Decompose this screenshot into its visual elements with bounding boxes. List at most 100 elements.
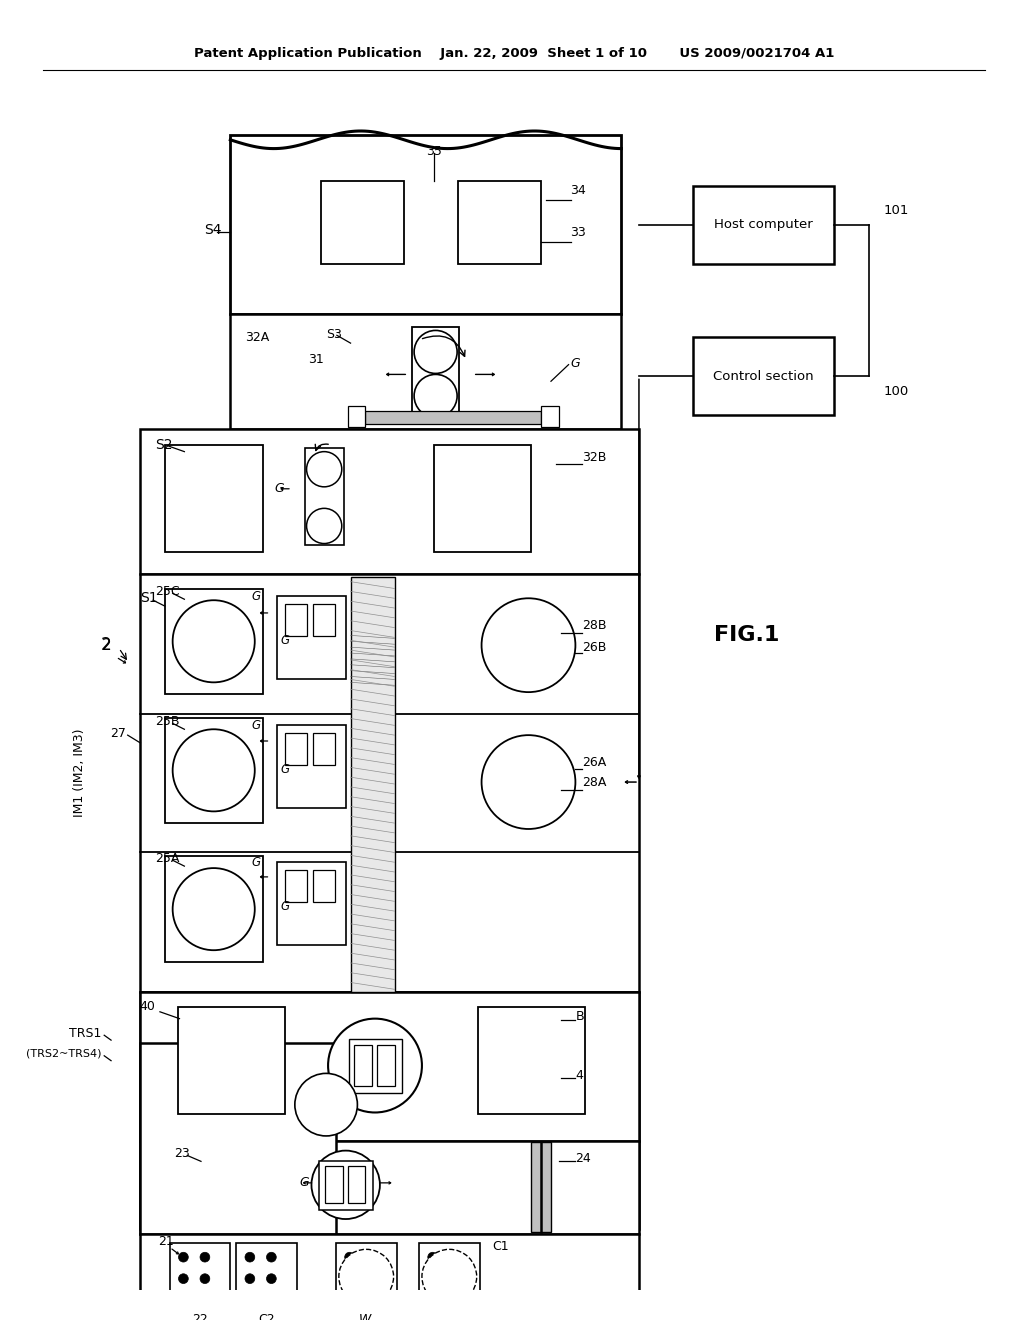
Bar — [278, 597, 346, 680]
Bar — [350, 577, 394, 993]
Text: 100: 100 — [884, 384, 908, 397]
Bar — [322, 181, 404, 264]
Text: 21: 21 — [158, 1236, 174, 1247]
Text: G: G — [300, 1176, 309, 1189]
Circle shape — [428, 1274, 437, 1283]
Text: 101: 101 — [884, 203, 908, 216]
Text: S3: S3 — [326, 327, 342, 341]
Bar — [285, 870, 306, 903]
Circle shape — [245, 1253, 255, 1262]
Circle shape — [481, 598, 575, 692]
Bar — [433, 445, 531, 552]
Text: 26A: 26A — [583, 756, 606, 770]
Circle shape — [339, 1249, 393, 1304]
Text: 28B: 28B — [583, 619, 607, 632]
Text: C2: C2 — [258, 1313, 274, 1320]
Text: 40: 40 — [139, 1001, 155, 1014]
Bar — [347, 1167, 366, 1204]
Text: 31: 31 — [308, 354, 325, 366]
Text: Patent Application Publication    Jan. 22, 2009  Sheet 1 of 10       US 2009/002: Patent Application Publication Jan. 22, … — [194, 48, 834, 61]
Text: 34: 34 — [570, 183, 587, 197]
Text: 28A: 28A — [583, 776, 606, 788]
Bar — [347, 405, 366, 428]
Text: (TRS2~TRS4): (TRS2~TRS4) — [26, 1049, 101, 1059]
Circle shape — [266, 1274, 276, 1283]
Text: 2: 2 — [101, 638, 111, 652]
Bar — [354, 1045, 372, 1086]
Text: 2: 2 — [100, 636, 111, 655]
Text: S2: S2 — [155, 438, 173, 451]
Text: G: G — [570, 358, 581, 370]
Circle shape — [178, 1274, 188, 1283]
Bar — [458, 181, 542, 264]
Bar — [531, 1142, 551, 1232]
Bar — [477, 1007, 585, 1114]
Circle shape — [450, 1253, 459, 1262]
Bar — [285, 733, 306, 766]
Circle shape — [173, 869, 255, 950]
Bar — [278, 726, 346, 808]
Text: 32A: 32A — [246, 331, 269, 343]
Text: G: G — [281, 900, 290, 912]
Text: B: B — [575, 1010, 584, 1023]
Bar — [336, 1243, 396, 1309]
Text: 22: 22 — [193, 1313, 208, 1320]
Bar — [313, 733, 335, 766]
Circle shape — [266, 1253, 276, 1262]
Text: Host computer: Host computer — [714, 218, 812, 231]
Bar — [140, 1140, 639, 1229]
Circle shape — [367, 1274, 376, 1283]
Circle shape — [367, 1253, 376, 1262]
Text: G: G — [274, 482, 284, 495]
Circle shape — [295, 1073, 357, 1137]
Bar — [140, 1234, 639, 1320]
Circle shape — [311, 1151, 380, 1220]
Circle shape — [328, 1019, 422, 1113]
Circle shape — [173, 601, 255, 682]
Text: 35: 35 — [426, 145, 441, 158]
Circle shape — [306, 451, 342, 487]
Bar — [165, 445, 262, 552]
Bar — [140, 429, 639, 574]
Text: G: G — [251, 719, 260, 731]
Bar — [278, 862, 346, 945]
Circle shape — [414, 375, 457, 417]
Circle shape — [200, 1274, 210, 1283]
Text: 23: 23 — [175, 1147, 190, 1160]
Text: G: G — [281, 763, 290, 776]
Text: 26B: 26B — [583, 640, 606, 653]
Circle shape — [428, 1253, 437, 1262]
Text: 33: 33 — [570, 226, 587, 239]
Circle shape — [414, 330, 457, 374]
Bar — [377, 1045, 394, 1086]
Bar — [230, 135, 622, 314]
Bar — [170, 1243, 230, 1309]
Circle shape — [450, 1274, 459, 1283]
Bar — [542, 405, 559, 428]
Bar — [319, 1162, 373, 1210]
Text: S1: S1 — [140, 591, 158, 606]
Bar — [366, 411, 542, 424]
Text: IM1 (IM2, IM3): IM1 (IM2, IM3) — [74, 729, 86, 817]
Text: W: W — [359, 1313, 372, 1320]
Circle shape — [481, 735, 575, 829]
Bar — [304, 447, 344, 545]
Text: 25A: 25A — [155, 851, 179, 865]
Bar — [237, 1243, 297, 1309]
Bar — [313, 605, 335, 636]
Bar — [230, 314, 622, 429]
Circle shape — [178, 1253, 188, 1262]
Bar — [140, 1140, 639, 1234]
Bar — [140, 1043, 336, 1234]
Bar — [412, 327, 459, 413]
Bar — [313, 870, 335, 903]
Bar — [165, 857, 262, 962]
Bar — [140, 993, 639, 1140]
Text: Control section: Control section — [713, 370, 813, 383]
Bar — [326, 1167, 343, 1204]
Circle shape — [173, 729, 255, 812]
Text: G: G — [251, 855, 260, 869]
Text: FIG.1: FIG.1 — [714, 626, 779, 645]
Text: C1: C1 — [493, 1239, 509, 1253]
Text: 24: 24 — [575, 1152, 591, 1166]
